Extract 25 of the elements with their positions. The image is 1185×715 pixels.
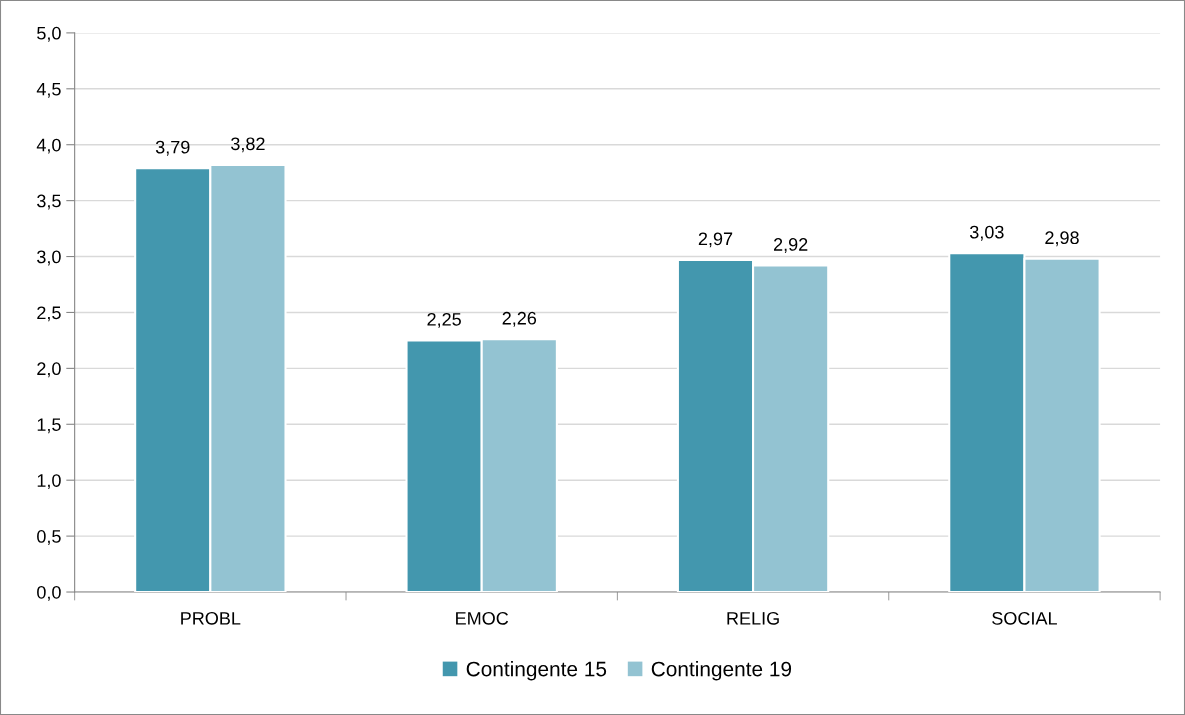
x-tick-label: RELIG xyxy=(727,611,779,625)
x-tick-label: EMOC xyxy=(456,611,509,625)
y-tick-label: 0,0 xyxy=(37,585,61,601)
y-tick-label: 4,5 xyxy=(36,82,61,98)
x-tick-label: SOCIAL xyxy=(992,611,1057,625)
y-tick-label: 3,5 xyxy=(37,194,61,210)
y-tick-label: 1,5 xyxy=(37,418,61,434)
data-label: 3,79 xyxy=(155,140,190,156)
x-tick-label: PROBL xyxy=(181,611,241,625)
y-tick-label: 3,0 xyxy=(37,250,61,266)
data-label: 2,25 xyxy=(427,312,461,328)
data-label: 2,26 xyxy=(502,311,537,327)
data-label: 3,03 xyxy=(969,225,1004,241)
y-tick-label: 1,0 xyxy=(37,474,61,490)
y-tick-label: 0,5 xyxy=(37,530,61,545)
data-label: 2,98 xyxy=(1045,231,1079,247)
y-tick-label: 4,0 xyxy=(36,138,61,154)
legend-label: Contingente 15 xyxy=(466,661,607,681)
legend-label: Contingente 19 xyxy=(651,661,792,681)
y-tick-label: 5,0 xyxy=(37,26,61,42)
y-tick-label: 2,0 xyxy=(37,362,61,378)
data-label: 2,92 xyxy=(773,238,808,253)
y-tick-label: 2,5 xyxy=(37,306,61,322)
data-label: 2,97 xyxy=(698,232,733,248)
data-label: 3,82 xyxy=(231,137,265,153)
